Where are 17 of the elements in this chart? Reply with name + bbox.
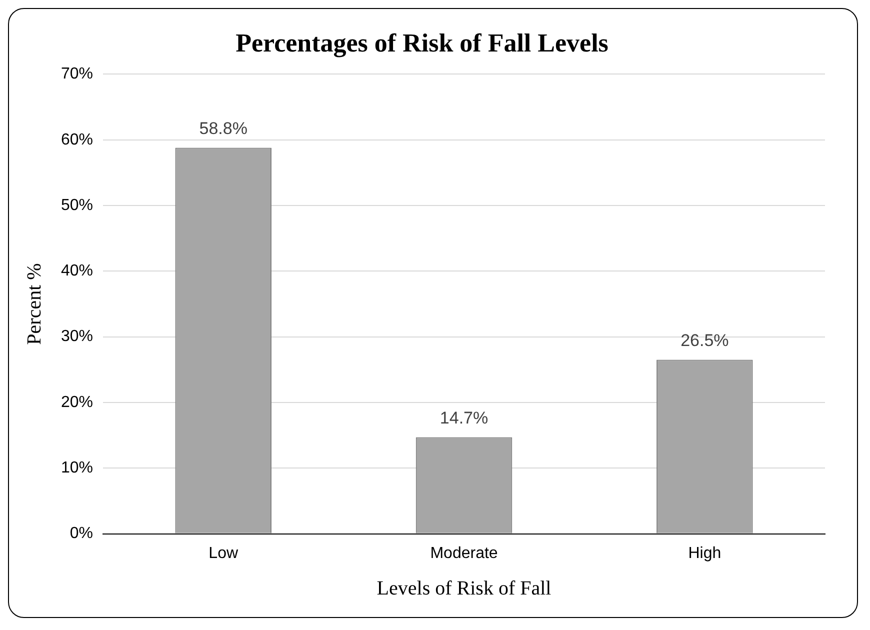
- x-axis-title: Levels of Risk of Fall: [376, 577, 552, 600]
- x-tick-label: Low: [208, 544, 238, 562]
- chart-title: Percentages of Risk of Fall Levels: [236, 28, 608, 58]
- data-label: 58.8%: [199, 118, 248, 138]
- x-tick-label: High: [688, 544, 722, 562]
- y-tick-label: 30%: [60, 328, 94, 346]
- y-axis-title: Percent %: [23, 263, 46, 345]
- y-tick-label: 70%: [60, 66, 94, 83]
- x-tick-label: Moderate: [430, 544, 498, 562]
- data-label: 26.5%: [680, 330, 729, 350]
- y-tick-label: 0%: [70, 525, 94, 542]
- y-tick-label: 50%: [60, 196, 94, 214]
- y-tick-label: 60%: [60, 131, 94, 148]
- y-tick-label: 20%: [60, 394, 94, 411]
- y-tick-label: 40%: [60, 262, 94, 280]
- y-tick-label: 10%: [60, 460, 94, 477]
- data-label: 14.7%: [440, 408, 488, 428]
